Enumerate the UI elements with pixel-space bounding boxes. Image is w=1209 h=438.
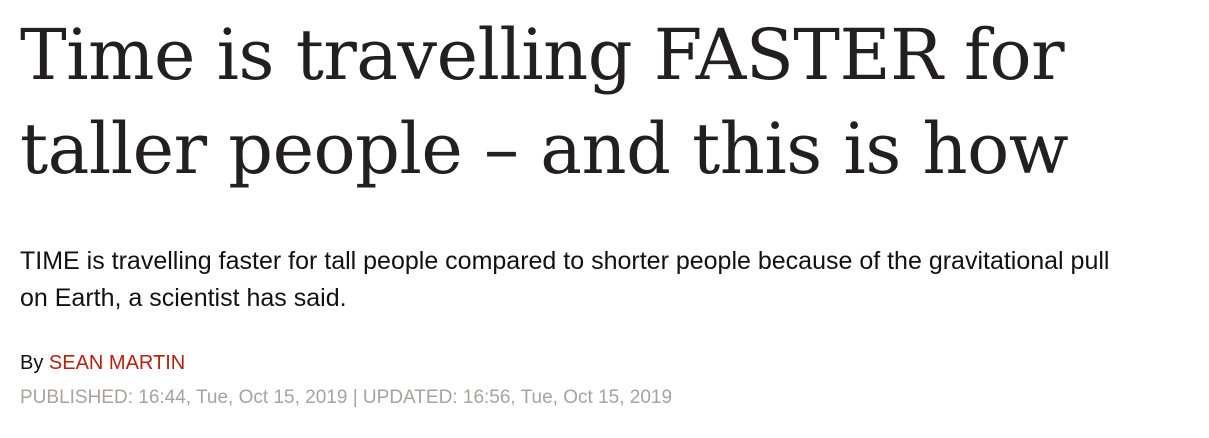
author-link[interactable]: SEAN MARTIN: [48, 352, 186, 374]
standfirst: TIME is travelling faster for tall peopl…: [20, 247, 1110, 312]
published-date: 16:44, Tue, Oct 15, 2019: [138, 387, 348, 408]
article-header: Time is travelling FASTER for taller peo…: [20, 0, 1190, 411]
date-separator: |: [352, 387, 358, 408]
dateline: PUBLISHED: 16:44, Tue, Oct 15, 2019 | UP…: [20, 385, 1190, 411]
updated-label: UPDATED:: [362, 387, 458, 408]
published-label: PUBLISHED:: [20, 387, 133, 408]
headline: Time is travelling FASTER for taller peo…: [20, 14, 1069, 190]
updated-date: 16:56, Tue, Oct 15, 2019: [462, 387, 673, 408]
byline-prefix: By: [20, 352, 44, 374]
byline: By SEAN MARTIN: [20, 351, 1190, 375]
